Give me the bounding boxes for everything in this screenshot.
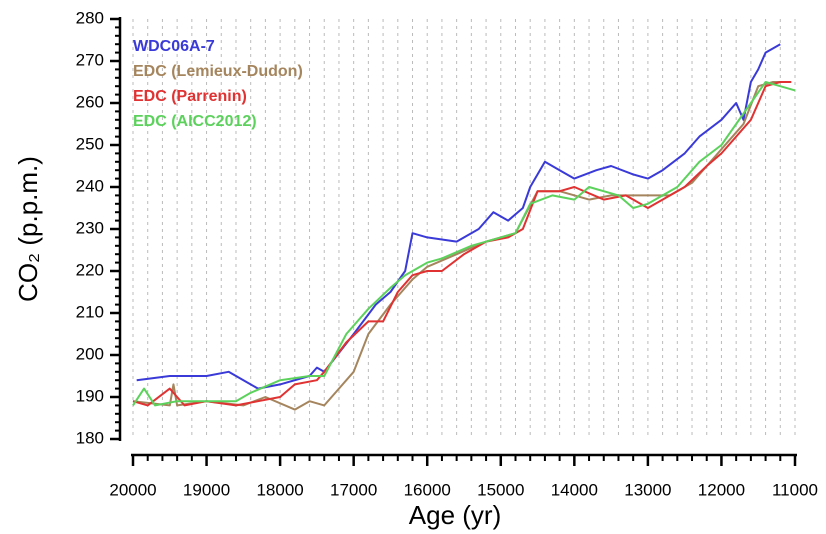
x-tick-label: 17000 [330,480,377,499]
y-tick-label: 180 [76,428,104,447]
y-tick-label: 220 [76,260,104,279]
y-tick-label: 230 [76,218,104,237]
y-axis-label: CO₂ (p.p.m.) [13,156,43,302]
y-tick-label: 280 [76,8,104,27]
x-tick-label: 18000 [256,480,303,499]
legend-entry: EDC (Lemieux-Dudon) [133,63,303,80]
legend-entry: EDC (AICC2012) [133,113,257,130]
y-tick-label: 190 [76,386,104,405]
x-tick-label: 14000 [551,480,598,499]
series-line [132,81,788,411]
series-line [132,81,796,407]
y-tick-label: 210 [76,302,104,321]
x-tick-label: 20000 [109,480,156,499]
x-tick-label: 19000 [183,480,230,499]
legend-entry: EDC (Parrenin) [133,88,247,105]
y-tick-label: 260 [76,92,104,111]
x-tick-label: 11000 [772,480,818,499]
series-line [132,81,792,407]
x-tick-label: 16000 [404,480,451,499]
x-tick-label: 13000 [624,480,671,499]
y-tick-label: 240 [76,176,104,195]
y-tick-label: 200 [76,344,104,363]
x-axis-label: Age (yr) [409,500,501,530]
legend-entry: WDC06A-7 [133,38,215,55]
y-tick-label: 270 [76,50,104,69]
series-line [136,43,781,390]
x-tick-label: 15000 [477,480,524,499]
y-tick-label: 250 [76,134,104,153]
x-tick-label: 12000 [698,480,745,499]
